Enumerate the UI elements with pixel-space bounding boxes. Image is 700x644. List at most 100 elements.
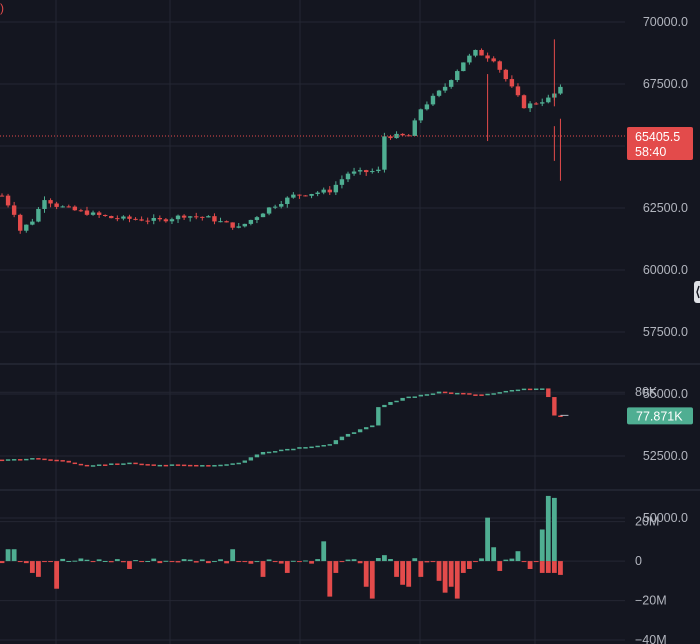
volume-delta-bar <box>290 560 296 562</box>
indicator-candle <box>54 459 59 462</box>
indicator-candle <box>382 404 387 408</box>
volume-delta-bar <box>157 561 163 564</box>
indicator-candle <box>491 393 496 395</box>
indicator-tick-label: 80K <box>635 385 658 399</box>
candle-body <box>315 192 320 194</box>
volume-delta-bar <box>127 561 132 569</box>
candle-body <box>236 226 241 228</box>
indicator-candle <box>36 458 41 460</box>
indicator-candle <box>157 464 163 467</box>
volume-tick-label: −20M <box>635 594 667 608</box>
candle-body <box>18 214 23 231</box>
indicator-candle <box>151 464 156 466</box>
indicator-candle <box>230 463 235 465</box>
volume-delta-bar <box>145 561 151 563</box>
indicator-candle <box>473 394 478 396</box>
volume-delta-bar <box>375 558 381 562</box>
candle-body <box>497 61 502 70</box>
candle-body <box>491 58 496 62</box>
volume-delta-bar <box>357 561 363 564</box>
indicator-candle <box>321 445 326 447</box>
scroll-handle[interactable] <box>694 281 700 303</box>
volume-delta-bar <box>363 561 369 587</box>
candle-body <box>78 210 84 212</box>
volume-delta-bar <box>351 559 357 562</box>
candle-body <box>303 195 308 197</box>
volume-delta-bar <box>102 560 108 562</box>
volume-delta-bar <box>230 549 236 562</box>
chevron-left-icon <box>696 285 700 299</box>
indicator-candle <box>479 394 484 396</box>
price-tick-label: 60000.0 <box>643 263 688 277</box>
candle-body <box>200 216 205 218</box>
volume-delta-bar <box>436 561 442 581</box>
volume-delta-bar <box>163 560 169 562</box>
indicator-candle <box>127 462 132 465</box>
indicator-candle <box>145 464 150 466</box>
indicator-candle <box>260 451 266 455</box>
indicator-candle <box>351 432 357 434</box>
price-tick-label: 70000.0 <box>643 15 688 29</box>
volume-delta-bar <box>212 561 217 563</box>
candle-body <box>503 69 509 80</box>
indicator-candle <box>461 392 466 395</box>
candle-body <box>218 221 223 223</box>
indicator-candle <box>133 462 138 465</box>
volume-delta-bar <box>321 541 327 562</box>
indicator-candle <box>72 462 78 465</box>
candle-body <box>96 212 102 215</box>
indicator-candle <box>442 391 448 394</box>
volume-delta-bar <box>218 559 223 562</box>
volume-delta-bar <box>133 560 138 562</box>
indicator-candle <box>212 465 217 467</box>
volume-delta-bar <box>11 549 17 562</box>
indicator-candle <box>102 464 108 466</box>
volume-delta-bar <box>460 561 466 573</box>
candle-body <box>382 136 387 170</box>
volume-delta-bar <box>315 559 321 562</box>
indicator-candle <box>515 389 521 392</box>
candle-body <box>48 200 53 204</box>
volume-delta-bar <box>394 561 399 577</box>
corner-glyph: ) <box>0 1 4 15</box>
candle-body <box>418 109 424 121</box>
volume-delta-bar <box>66 561 72 563</box>
volume-delta-bar <box>5 549 11 562</box>
volume-delta-bar <box>175 561 181 563</box>
indicator-candle <box>24 458 29 461</box>
indicator-candle <box>181 464 187 467</box>
indicator-candle <box>418 394 424 397</box>
candle-body <box>285 197 290 204</box>
candle-body <box>60 206 65 208</box>
candle-body <box>297 194 302 196</box>
candle-body <box>485 55 490 59</box>
candle-body <box>151 217 156 221</box>
candle-body <box>479 49 484 56</box>
indicator-last-badge <box>627 407 693 425</box>
indicator-candle <box>357 429 363 433</box>
volume-delta-bar <box>333 561 339 573</box>
candle-body <box>54 203 59 207</box>
volume-delta-bar <box>17 561 23 563</box>
volume-delta-bar <box>29 561 35 573</box>
volume-delta-bar <box>327 561 333 597</box>
candle-body <box>212 216 217 222</box>
indicator-candle <box>60 460 65 462</box>
candle-body <box>36 208 41 222</box>
indicator-candle <box>303 447 308 449</box>
volume-delta-bar <box>187 559 193 562</box>
volume-delta-bar <box>382 555 387 562</box>
volume-delta-bar <box>272 561 278 563</box>
indicator-candle <box>5 459 11 461</box>
candle-body <box>473 49 478 56</box>
candle-body <box>181 215 187 218</box>
indicator-candle <box>388 402 393 405</box>
indicator-candle <box>315 445 320 448</box>
price-pane <box>0 39 627 234</box>
candle-body <box>248 219 254 224</box>
candle-body <box>175 215 181 220</box>
volume-delta-bar <box>278 561 284 564</box>
volume-delta-bar <box>42 561 47 563</box>
indicator-candle <box>248 457 254 461</box>
candle-body <box>169 219 175 222</box>
